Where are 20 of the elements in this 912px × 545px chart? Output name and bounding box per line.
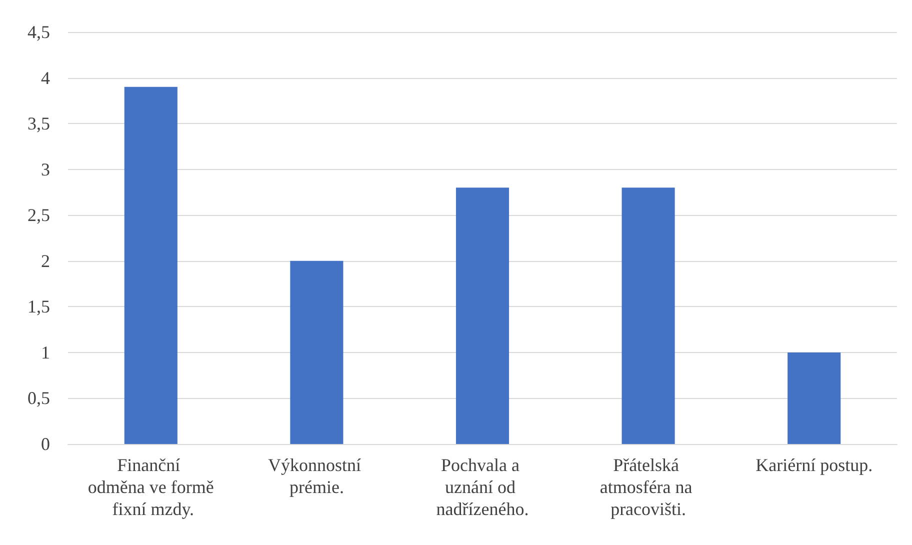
y-tick-label: 1,5 xyxy=(28,296,50,317)
x-tick-label: Kariérní postup. xyxy=(756,455,873,475)
bar xyxy=(622,188,675,444)
y-tick-label: 0,5 xyxy=(28,388,50,408)
bar xyxy=(290,260,344,444)
y-tick-label: 3,5 xyxy=(28,114,50,134)
x-tick-label: Přátelská atmosféra na pracovišti. xyxy=(600,455,697,519)
x-tick-label: Pochvala a uznání od nadřízeného. xyxy=(436,455,529,519)
y-tick-label: 2 xyxy=(41,250,50,271)
y-tick-label: 1 xyxy=(41,342,50,362)
bar xyxy=(124,86,178,444)
bar xyxy=(456,188,510,444)
x-tick-label: Výkonnostní prémie. xyxy=(268,455,366,497)
x-tick-label: Finanční odměna ve formě fixní mzdy. xyxy=(88,455,214,519)
y-tick-label: 4 xyxy=(41,68,50,88)
y-tick-label: 2,5 xyxy=(28,205,50,226)
y-tick-label: 0 xyxy=(41,434,50,454)
y-tick-label: 4,5 xyxy=(28,22,50,42)
y-tick-label: 3 xyxy=(41,159,50,180)
bar xyxy=(788,352,841,444)
